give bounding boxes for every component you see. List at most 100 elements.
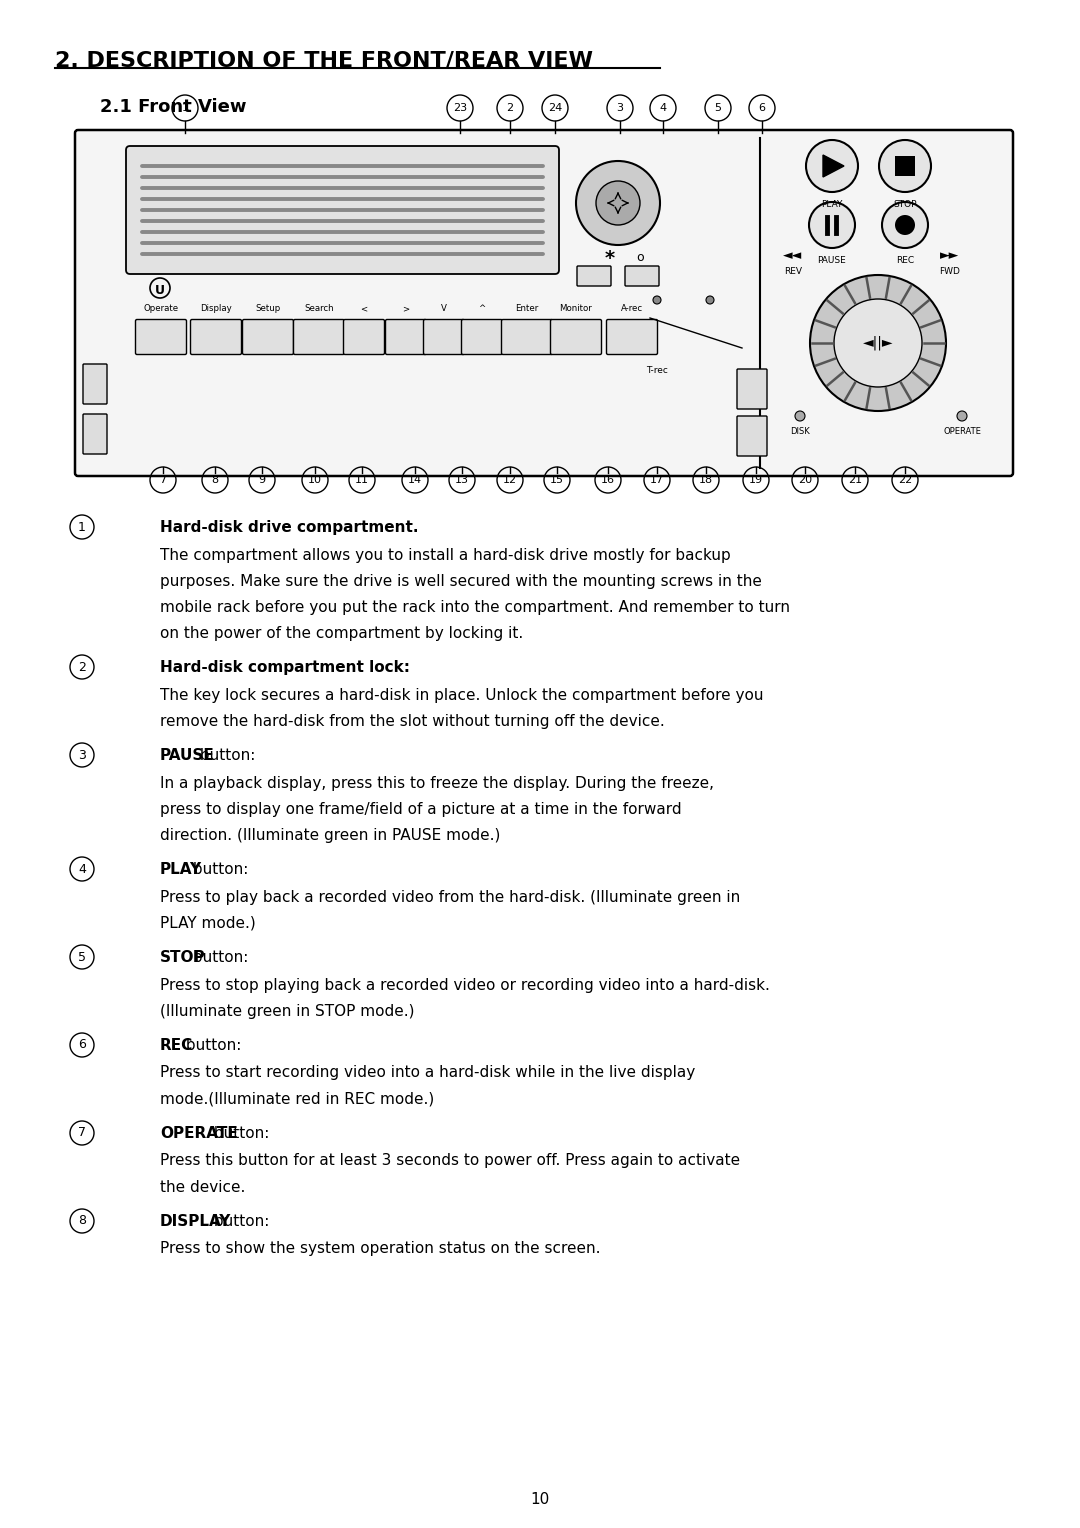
Text: 1: 1 [78,521,86,533]
Text: Enter: Enter [515,304,539,313]
Text: on the power of the compartment by locking it.: on the power of the compartment by locki… [160,625,523,640]
FancyBboxPatch shape [501,319,553,354]
Text: button:: button: [188,862,248,877]
Text: Press to play back a recorded video from the hard-disk. (Illuminate green in: Press to play back a recorded video from… [160,889,740,905]
Text: 9: 9 [258,475,266,484]
Text: ◄||►: ◄||► [863,336,893,350]
Text: 5: 5 [78,950,86,964]
Text: 20: 20 [798,475,812,484]
Text: button:: button: [210,1213,269,1229]
Text: Setup: Setup [255,304,281,313]
Text: Hard-disk drive compartment.: Hard-disk drive compartment. [160,520,419,535]
FancyBboxPatch shape [190,319,242,354]
Text: the device.: the device. [160,1180,245,1195]
Text: FWD: FWD [940,267,960,277]
Text: STOP: STOP [893,200,917,209]
Text: 12: 12 [503,475,517,484]
FancyBboxPatch shape [625,266,659,286]
FancyBboxPatch shape [607,319,658,354]
Text: PLAY mode.): PLAY mode.) [160,915,256,931]
Text: 11: 11 [355,475,369,484]
Text: 7: 7 [78,1126,86,1140]
Text: T-rec: T-rec [646,365,667,374]
Text: Press this button for at least 3 seconds to power off. Press again to activate: Press this button for at least 3 seconds… [160,1154,740,1169]
Circle shape [576,160,660,244]
Text: button:: button: [195,747,255,762]
FancyBboxPatch shape [294,319,345,354]
Text: DISK: DISK [791,426,810,435]
Text: 2.1 Front View: 2.1 Front View [100,98,246,116]
Circle shape [795,411,805,422]
Text: PAUSE: PAUSE [160,747,215,762]
Text: 3: 3 [617,102,623,113]
Text: (Illuminate green in STOP mode.): (Illuminate green in STOP mode.) [160,1004,415,1019]
Text: 17: 17 [650,475,664,484]
Text: 13: 13 [455,475,469,484]
Text: ►►: ►► [941,249,960,263]
Text: V: V [441,304,447,313]
Text: Press to start recording video into a hard-disk while in the live display: Press to start recording video into a ha… [160,1065,696,1080]
Text: 16: 16 [600,475,615,484]
Text: REV: REV [784,267,802,277]
Text: 3: 3 [78,749,86,761]
Text: REC: REC [160,1038,193,1053]
Text: STOP: STOP [160,949,205,964]
Text: <: < [361,304,367,313]
FancyBboxPatch shape [83,414,107,454]
Circle shape [809,202,855,248]
FancyBboxPatch shape [577,266,611,286]
Text: A-rec: A-rec [621,304,643,313]
FancyBboxPatch shape [737,368,767,410]
Text: DISPLAY: DISPLAY [160,1213,231,1229]
FancyBboxPatch shape [343,319,384,354]
Text: REC: REC [896,257,914,264]
Text: Hard-disk compartment lock:: Hard-disk compartment lock: [160,660,410,674]
Text: OPERATE: OPERATE [160,1126,238,1140]
Text: 21: 21 [848,475,862,484]
Text: ◄◄: ◄◄ [783,249,802,263]
Text: 7: 7 [160,475,166,484]
Text: button:: button: [181,1038,241,1053]
Text: PAUSE: PAUSE [818,257,847,264]
FancyBboxPatch shape [75,130,1013,477]
Text: Monitor: Monitor [559,304,592,313]
Circle shape [810,275,946,411]
Text: 18: 18 [699,475,713,484]
FancyBboxPatch shape [135,319,187,354]
Text: In a playback display, press this to freeze the display. During the freeze,: In a playback display, press this to fre… [160,776,714,790]
FancyBboxPatch shape [83,364,107,403]
Text: 10: 10 [308,475,322,484]
Text: 19: 19 [748,475,764,484]
Text: 6: 6 [78,1039,86,1051]
Text: 2. DESCRIPTION OF THE FRONT/REAR VIEW: 2. DESCRIPTION OF THE FRONT/REAR VIEW [55,50,593,70]
Circle shape [806,141,858,193]
Polygon shape [823,154,843,177]
Text: PLAY: PLAY [821,200,842,209]
Text: remove the hard-disk from the slot without turning off the device.: remove the hard-disk from the slot witho… [160,714,665,729]
Text: 23: 23 [453,102,467,113]
Text: The key lock secures a hard-disk in place. Unlock the compartment before you: The key lock secures a hard-disk in plac… [160,688,764,703]
Text: 14: 14 [408,475,422,484]
Text: Operate: Operate [144,304,178,313]
Circle shape [596,180,640,225]
Text: press to display one frame/field of a picture at a time in the forward: press to display one frame/field of a pi… [160,802,681,816]
FancyBboxPatch shape [461,319,502,354]
Text: >: > [403,304,409,313]
Text: Search: Search [305,304,334,313]
Text: 22: 22 [897,475,913,484]
FancyBboxPatch shape [895,156,915,176]
Text: *: * [605,249,616,267]
Text: mode.(Illuminate red in REC mode.): mode.(Illuminate red in REC mode.) [160,1091,434,1106]
Circle shape [957,411,967,422]
Circle shape [879,141,931,193]
Text: button:: button: [210,1126,269,1140]
Text: U: U [156,284,165,296]
Circle shape [706,296,714,304]
Text: direction. (Illuminate green in PAUSE mode.): direction. (Illuminate green in PAUSE mo… [160,828,500,842]
Text: 24: 24 [548,102,562,113]
Text: ^: ^ [478,304,486,313]
Text: OPERATE: OPERATE [943,426,981,435]
Text: 10: 10 [530,1493,550,1508]
Text: 6: 6 [758,102,766,113]
FancyBboxPatch shape [126,147,559,274]
